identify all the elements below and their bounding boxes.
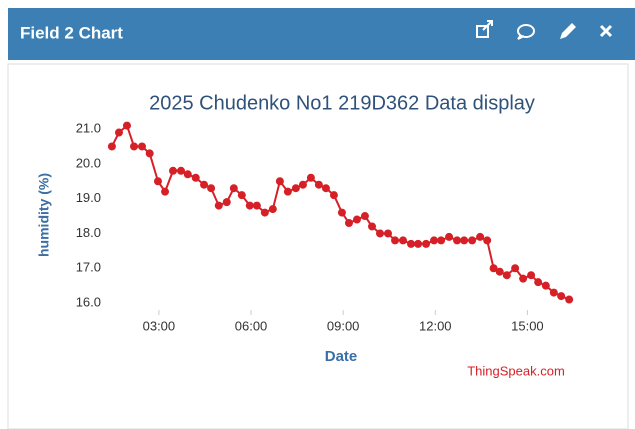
x-tick-label: 03:00 [143,318,176,333]
data-point [252,201,261,210]
data-point [344,219,353,228]
data-point [502,271,511,280]
y-tick-label: 16.0 [76,294,101,309]
panel [7,63,629,429]
credit[interactable]: ThingSpeak.com [467,363,565,378]
x-tick-label: 06:00 [235,318,268,333]
data-point [268,205,277,214]
data-point [200,180,209,189]
open-icon[interactable] [476,20,493,38]
data-point [534,278,543,287]
data-point [153,177,162,186]
data-point [275,177,284,186]
data-point [114,128,123,137]
data-point [329,191,338,200]
data-point [177,166,186,175]
data-point [383,229,392,238]
data-point [245,201,254,210]
data-point [145,149,154,158]
y-tick-label: 21.0 [76,120,101,135]
data-point [399,236,408,245]
data-point [214,201,223,210]
x-tick-label: 15:00 [511,318,544,333]
data-point [191,173,200,182]
data-point [460,236,469,245]
data-point [430,236,439,245]
y-tick-label: 19.0 [76,190,101,205]
header-title: Field 2 Chart [20,23,123,42]
data-point [352,215,361,224]
data-point [138,142,147,151]
data-point [549,288,558,297]
data-point [489,264,498,273]
data-point [527,271,536,280]
y-tick-label: 17.0 [76,260,101,275]
data-point [306,173,315,182]
x-axis-label: Date [325,348,358,365]
close-icon[interactable] [599,24,613,38]
data-point [391,236,400,245]
y-tick-label: 20.0 [76,155,101,170]
data-point [122,121,131,130]
y-tick-label: 18.0 [76,225,101,240]
data-point [229,184,238,193]
data-point [557,292,566,301]
data-point [376,229,384,238]
data-point [337,208,346,217]
data-point [476,232,485,241]
data-point [407,239,416,248]
x-tick-label: 09:00 [327,318,360,333]
data-point [298,180,307,189]
data-point [360,212,369,221]
data-point [483,236,492,245]
data-point [107,142,116,151]
data-point [169,166,178,175]
data-point [283,187,292,196]
data-point [519,274,528,283]
data-point [291,184,300,193]
data-point [422,239,431,248]
data-point [237,191,246,200]
comment-icon[interactable] [517,24,535,40]
data-point [468,236,477,245]
chart-title: 2025 Chudenko No1 219D362 Data display [149,92,535,114]
data-point [511,264,520,273]
x-tick-label: 12:00 [419,318,452,333]
data-point [495,267,504,276]
data-point [414,239,423,248]
data-point [437,236,446,245]
data-point [207,184,216,193]
edit-icon[interactable] [560,23,576,39]
data-point [453,236,462,245]
data-point [130,142,139,151]
data-point [161,187,170,196]
data-point [368,222,377,231]
data-point [314,180,323,189]
data-point [260,208,269,217]
header-bar [8,8,635,60]
data-point [222,198,231,207]
data-point [445,232,454,241]
data-point [183,170,192,179]
data-point [565,295,574,304]
data-point [321,184,330,193]
y-axis-label: humidity (%) [36,173,52,257]
data-point [541,281,550,290]
